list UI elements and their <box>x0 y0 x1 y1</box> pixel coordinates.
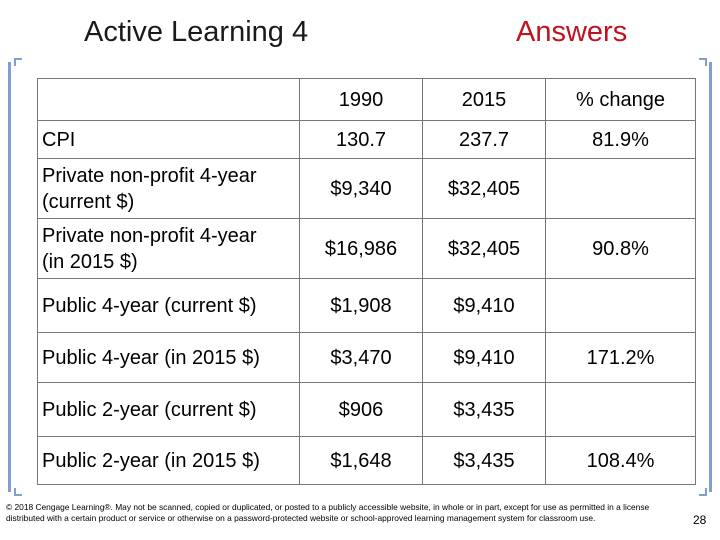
row-label-text: Private non-profit 4-year (current $) <box>42 164 257 213</box>
cell-change <box>545 278 696 333</box>
left-bracket-bottom <box>14 488 22 496</box>
header-cell-change: % change <box>545 78 696 121</box>
cell-1990: $3,470 <box>299 332 423 383</box>
cell-1990: $16,986 <box>299 218 423 279</box>
cell-change <box>545 158 696 219</box>
right-bracket-bottom <box>699 488 707 496</box>
left-border-bar <box>8 62 11 492</box>
copyright-notice: © 2018 Cengage Learning®. May not be sca… <box>6 502 650 523</box>
table-row: Public 4-year (current $) $1,908 $9,410 <box>37 278 696 333</box>
row-label: Private non-profit 4-year (in 2015 $) <box>37 218 300 279</box>
right-border-bar <box>709 62 712 492</box>
slide-title: Active Learning 4 <box>84 16 309 48</box>
table-row: Public 2-year (current $) $906 $3,435 <box>37 382 696 437</box>
header-cell-1990: 1990 <box>299 78 423 121</box>
table-row: CPI 130.7 237.7 81.9% <box>37 120 696 159</box>
cell-change: 108.4% <box>545 436 696 485</box>
cell-2015: $32,405 <box>422 158 546 219</box>
cell-2015: $32,405 <box>422 218 546 279</box>
cell-2015: 237.7 <box>422 120 546 159</box>
cell-2015: $9,410 <box>422 332 546 383</box>
table-row: Private non-profit 4-year (current $) $9… <box>37 158 696 219</box>
cell-1990: 130.7 <box>299 120 423 159</box>
row-label: Public 2-year (in 2015 $) <box>37 436 300 485</box>
header-cell-2015: 2015 <box>422 78 546 121</box>
cell-change: 81.9% <box>545 120 696 159</box>
row-label: Public 4-year (current $) <box>37 278 300 333</box>
table-row: Public 4-year (in 2015 $) $3,470 $9,410 … <box>37 332 696 383</box>
cell-2015: $3,435 <box>422 382 546 437</box>
cell-change: 90.8% <box>545 218 696 279</box>
row-label: Public 2-year (current $) <box>37 382 300 437</box>
table-row: Public 2-year (in 2015 $) $1,648 $3,435 … <box>37 436 696 485</box>
left-bracket-top <box>14 58 22 66</box>
header-cell-empty <box>37 78 300 121</box>
cell-1990: $906 <box>299 382 423 437</box>
cell-2015: $9,410 <box>422 278 546 333</box>
page-number: 28 <box>693 513 707 527</box>
cell-1990: $1,908 <box>299 278 423 333</box>
cell-2015: $3,435 <box>422 436 546 485</box>
tuition-table: 1990 2015 % change CPI 130.7 237.7 81.9%… <box>37 78 696 485</box>
row-label-text: Private non-profit 4-year (in 2015 $) <box>42 224 257 273</box>
row-label: CPI <box>37 120 300 159</box>
cell-1990: $1,648 <box>299 436 423 485</box>
cell-change <box>545 382 696 437</box>
table-header-row: 1990 2015 % change <box>37 78 696 121</box>
row-label: Public 4-year (in 2015 $) <box>37 332 300 383</box>
answers-heading: Answers <box>516 16 628 48</box>
cell-1990: $9,340 <box>299 158 423 219</box>
cell-change: 171.2% <box>545 332 696 383</box>
right-bracket-top <box>699 58 707 66</box>
row-label: Private non-profit 4-year (current $) <box>37 158 300 219</box>
table-row: Private non-profit 4-year (in 2015 $) $1… <box>37 218 696 279</box>
